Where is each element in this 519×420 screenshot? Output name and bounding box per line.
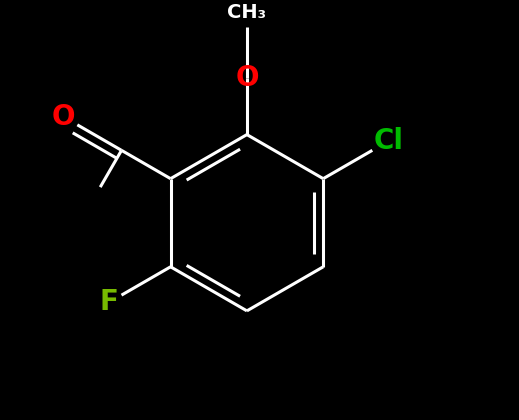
Text: F: F — [99, 289, 118, 317]
Text: Cl: Cl — [374, 127, 404, 155]
Text: O: O — [52, 103, 75, 131]
Text: CH₃: CH₃ — [227, 3, 266, 22]
Text: O: O — [235, 64, 258, 92]
